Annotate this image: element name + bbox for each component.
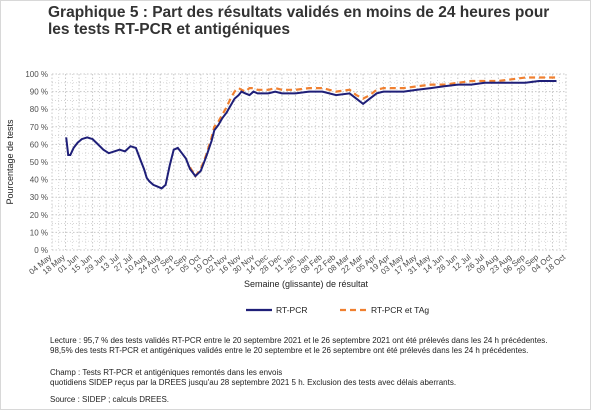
note-champ-line-2: quotidiens SIDEP reçus par la DREES jusq… (50, 378, 457, 387)
legend-label-rtpcr: RT-PCR (276, 305, 308, 315)
y-tick-label: 80 % (30, 105, 48, 114)
series-line-rtpcr (65, 80, 557, 190)
note-lecture-line-1: Lecture : 95,7 % des tests validés RT-PC… (50, 336, 548, 345)
grid-major (51, 73, 567, 251)
chart-title-line-1: Graphique 5 : Part des résultats validés… (48, 4, 550, 21)
y-tick-label: 50 % (30, 158, 48, 167)
y-axis-ticks: 0 % 10 % 20 % 30 % 40 % 50 % 60 % 70 % 80 % 90 % 1… (25, 70, 48, 255)
y-tick-label: 40 % (30, 176, 48, 185)
series-line-rtpcr-tag (189, 76, 557, 179)
note-lecture-line-2: 98,5% des tests RT-PCR et antigéniques v… (50, 346, 529, 355)
legend-label-rtpcr-tag: RT-PCR et TAg (371, 305, 429, 315)
note-source: Source : SIDEP ; calculs DREES. (50, 395, 170, 404)
y-tick-label: 10 % (30, 228, 48, 237)
y-tick-label: 90 % (30, 88, 48, 97)
y-tick-label: 100 % (25, 70, 48, 79)
note-champ-line-1: Champ : Tests RT-PCR et antigéniques rem… (50, 368, 283, 377)
legend: RT-PCR RT-PCR et TAg (246, 305, 429, 315)
y-axis-label: Pourcentage de tests (5, 119, 15, 205)
chart-title-line-2: les tests RT-PCR et antigéniques (48, 21, 291, 38)
x-axis-label: Semaine (glissante) de résultat (244, 279, 369, 289)
y-tick-label: 0 % (34, 246, 48, 255)
y-tick-label: 60 % (30, 140, 48, 149)
y-tick-label: 70 % (30, 123, 48, 132)
line-chart: 0 % 10 % 20 % 30 % 40 % 50 % 60 % 70 % 80 % 90 % 1… (5, 70, 568, 315)
chart-title: Graphique 5 : Part des résultats validés… (48, 4, 578, 38)
y-tick-label: 20 % (30, 211, 48, 220)
y-tick-label: 30 % (30, 193, 48, 202)
